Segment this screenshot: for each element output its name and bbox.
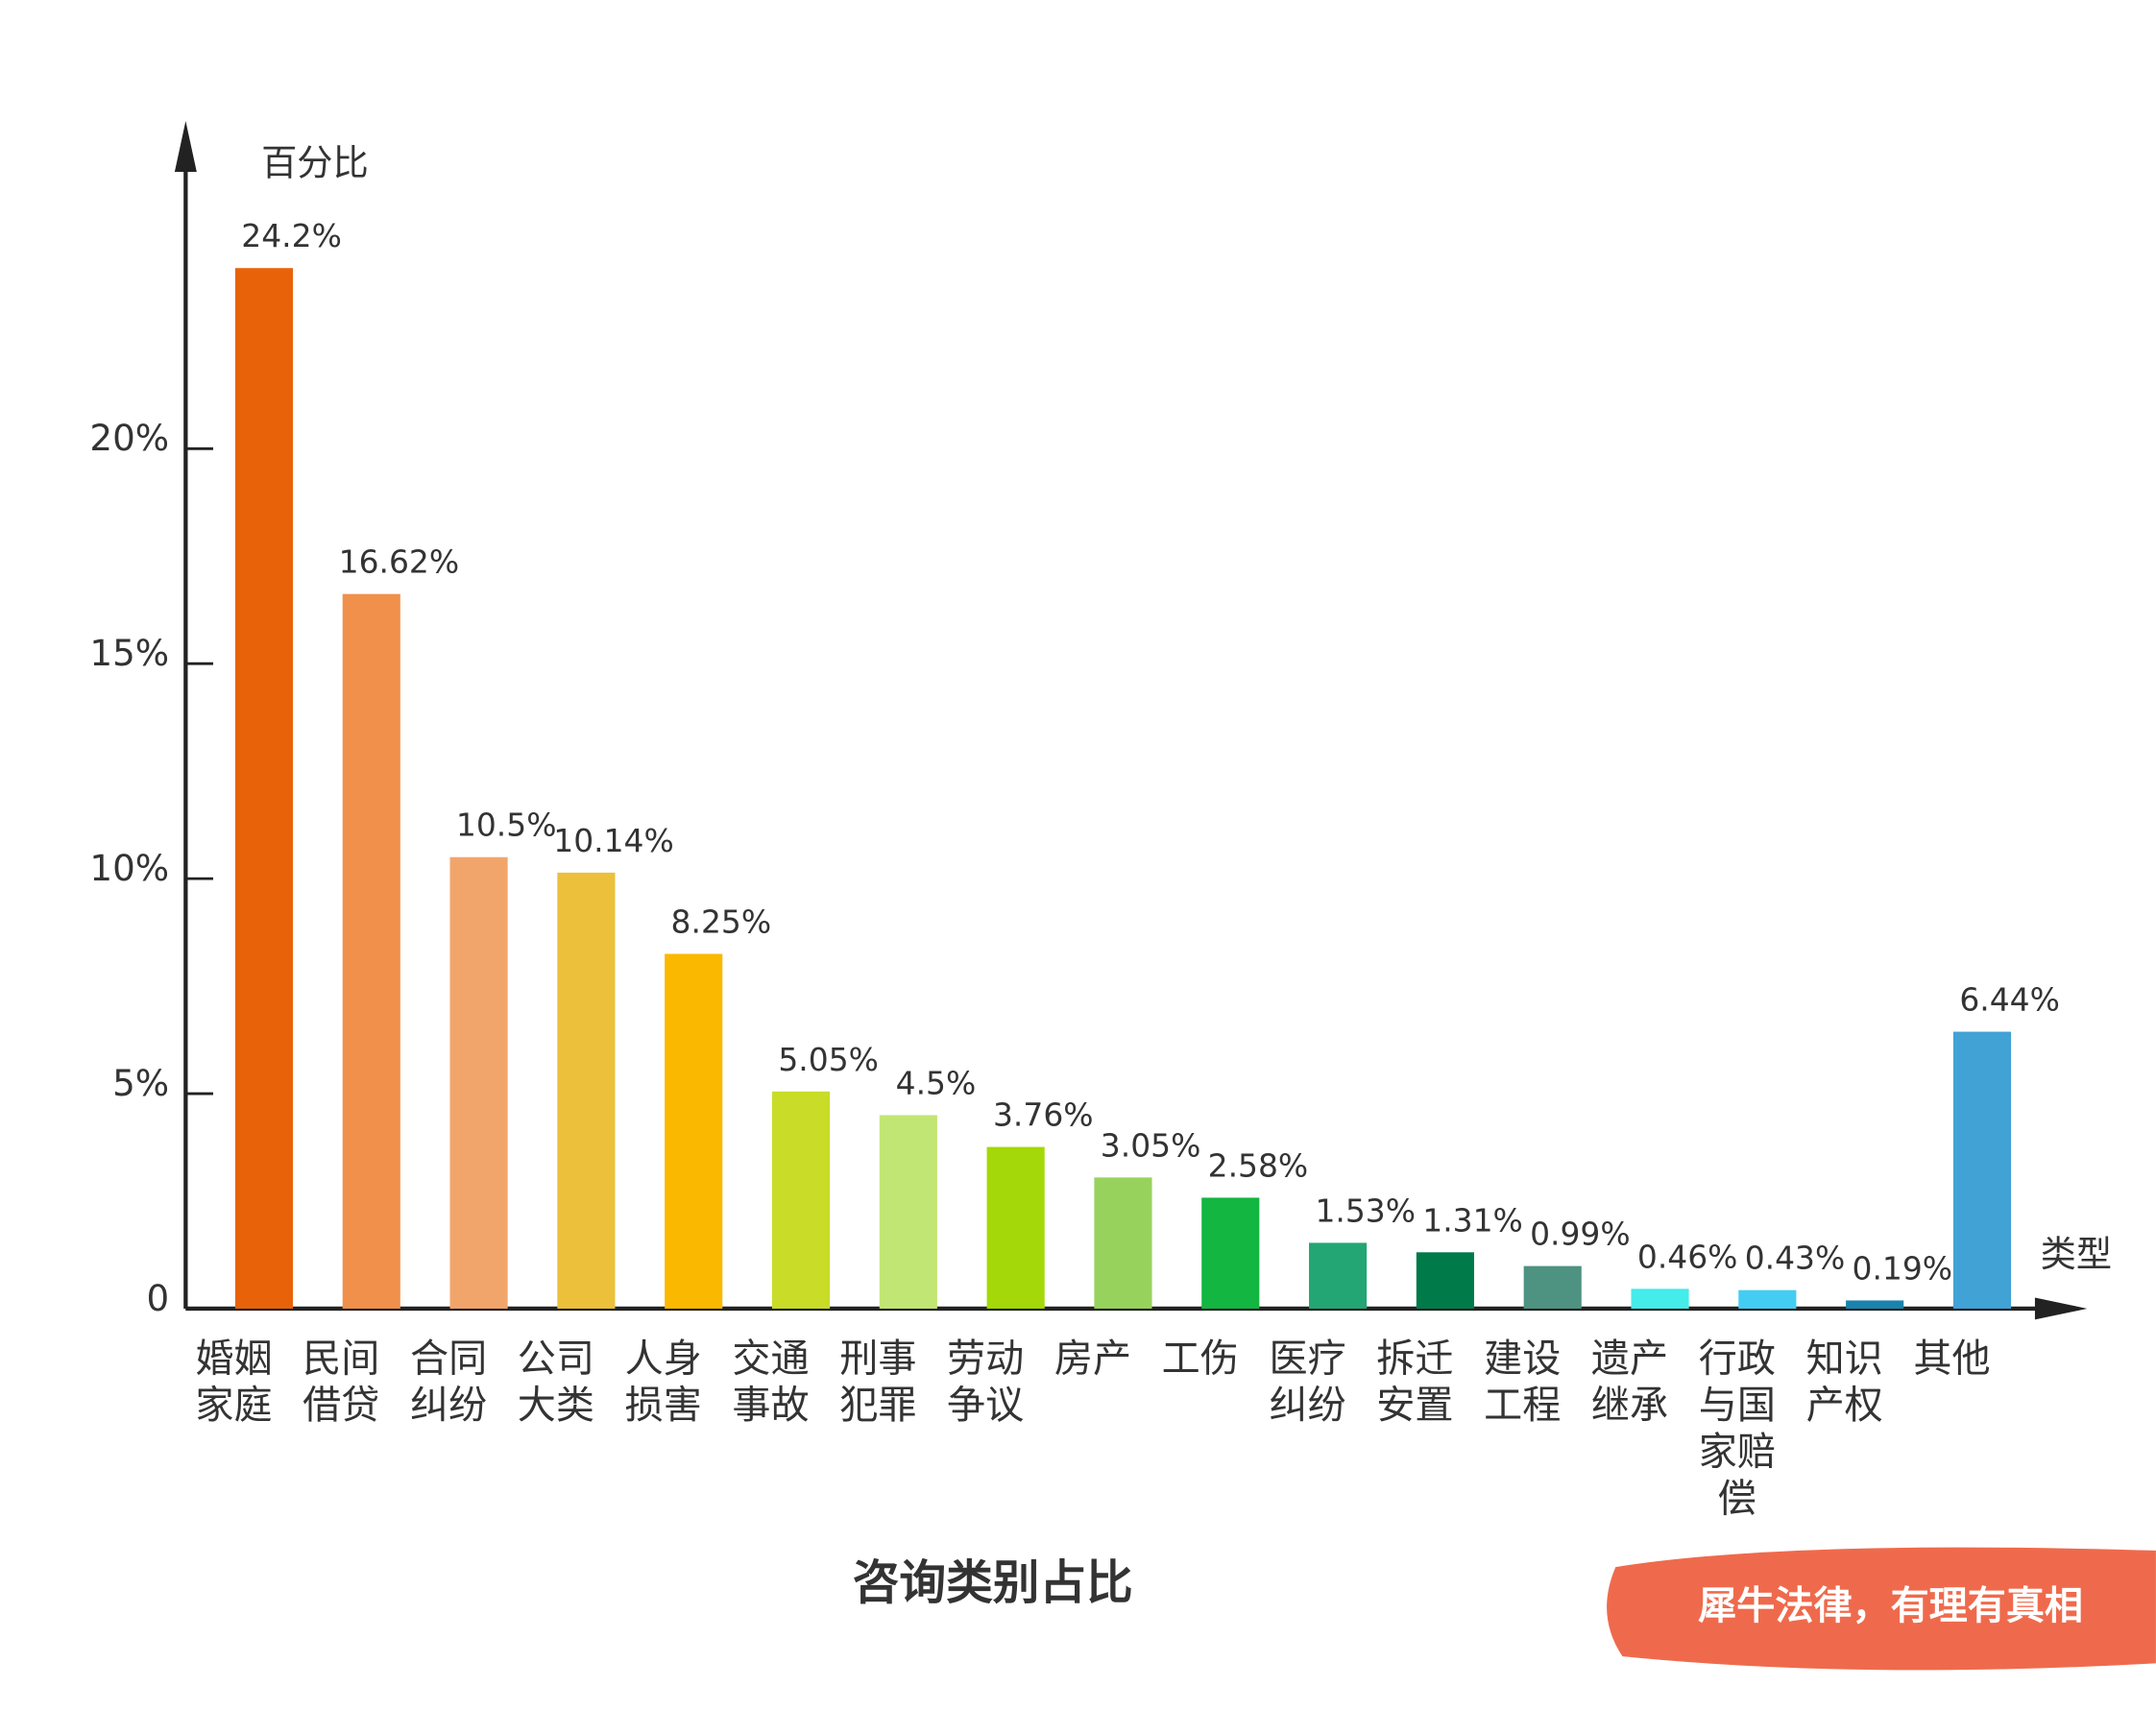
x-tick-label: 刑事犯罪 xyxy=(839,1337,916,1428)
value-label: 8.25% xyxy=(671,903,772,940)
x-axis-label: 类型 xyxy=(2041,1233,2112,1275)
x-axis-arrow xyxy=(2034,1297,2088,1320)
x-tick-label: 公司大类 xyxy=(518,1337,594,1428)
bar xyxy=(1416,1252,1474,1309)
bar xyxy=(1094,1177,1152,1309)
x-tick-label: 婚姻家庭 xyxy=(195,1337,272,1428)
x-tick-label: 工伤 xyxy=(1162,1337,1239,1381)
x-tick-label: 人身损害 xyxy=(625,1337,702,1428)
y-axis-arrow xyxy=(174,120,197,172)
bar xyxy=(1201,1197,1260,1309)
value-label: 5.05% xyxy=(778,1041,879,1078)
x-tick-label: 建设工程 xyxy=(1484,1337,1561,1428)
value-label: 10.14% xyxy=(553,822,673,859)
watermark: 犀牛法律，有理有真相 xyxy=(1698,1584,2083,1628)
value-label: 3.76% xyxy=(993,1096,1094,1134)
bar xyxy=(1952,1031,2012,1309)
x-tick-label: 行政与国家赔偿 xyxy=(1699,1337,1776,1521)
x-tick-label: 医疗纠纷 xyxy=(1270,1337,1346,1428)
value-label: 10.5% xyxy=(456,807,557,844)
bar xyxy=(986,1146,1045,1309)
bar xyxy=(234,268,294,1309)
bar xyxy=(1738,1289,1797,1309)
bar xyxy=(449,856,508,1309)
x-tick-label: 遗产继承 xyxy=(1591,1337,1668,1428)
value-label: 2.58% xyxy=(1208,1146,1309,1184)
x-tick-label: 合同纠纷 xyxy=(410,1337,487,1428)
value-label: 0.99% xyxy=(1530,1216,1631,1253)
x-tick-label: 知识产权 xyxy=(1806,1337,1883,1428)
y-tick-label: 5% xyxy=(112,1062,169,1104)
bar xyxy=(1631,1289,1689,1309)
bar xyxy=(771,1091,831,1309)
bar xyxy=(1523,1265,1582,1309)
value-label: 0.19% xyxy=(1853,1249,1953,1287)
y-axis-label: 百分比 xyxy=(261,141,369,183)
y-tick-label: 10% xyxy=(89,847,169,889)
value-label: 6.44% xyxy=(1959,981,2060,1019)
y-tick-label: 20% xyxy=(89,417,169,459)
value-label: 4.5% xyxy=(896,1064,977,1101)
bar xyxy=(879,1115,937,1309)
value-label: 24.2% xyxy=(241,217,342,254)
y-tick-label: 0 xyxy=(146,1277,169,1319)
value-label: 0.43% xyxy=(1745,1240,1846,1277)
value-label: 1.53% xyxy=(1315,1192,1416,1229)
x-tick-label: 交通事故 xyxy=(732,1337,809,1428)
x-tick-label: 民间借贷 xyxy=(303,1337,379,1428)
bar xyxy=(1846,1300,1904,1309)
x-tick-label: 房产 xyxy=(1054,1337,1131,1381)
bar xyxy=(1309,1242,1368,1309)
chart-title: 咨询类别占比 xyxy=(853,1556,1133,1610)
y-tick-label: 15% xyxy=(89,632,169,674)
x-tick-label: 拆迁安置 xyxy=(1376,1337,1453,1428)
x-tick-label: 劳动争议 xyxy=(947,1337,1024,1428)
bar xyxy=(342,593,400,1309)
x-tick-label: 其他 xyxy=(1913,1337,1990,1381)
bar xyxy=(557,872,616,1309)
value-label: 1.31% xyxy=(1422,1201,1523,1239)
value-label: 3.05% xyxy=(1101,1126,1201,1164)
bar xyxy=(665,953,723,1309)
value-label: 0.46% xyxy=(1637,1238,1738,1275)
value-label: 16.62% xyxy=(339,543,459,581)
watermark-brush xyxy=(1607,1547,2156,1671)
